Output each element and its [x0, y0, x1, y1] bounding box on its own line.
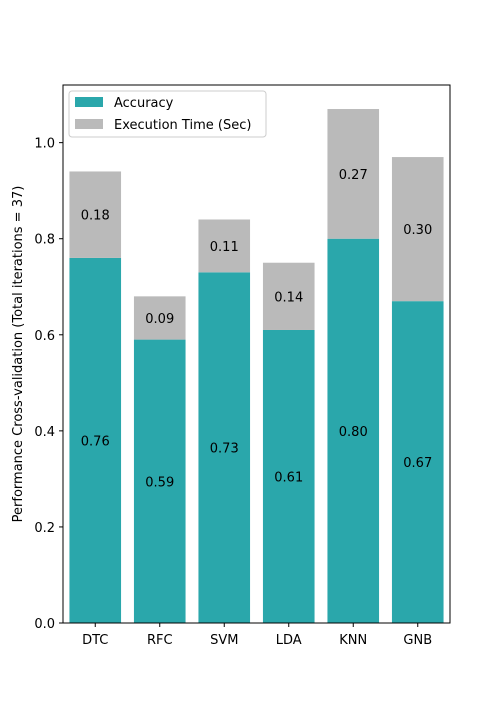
- data-labels-layer: 0.76 0.18 0.59 0.09 0.73 0.11 0.61 0.14 0.80 0.27…: [81, 168, 432, 490]
- legend-swatch-accuracy: [75, 97, 103, 107]
- bar-accuracy-svm: [198, 272, 251, 623]
- y-tick-label: 0.6: [34, 329, 55, 344]
- y-tick-label: 0.0: [34, 617, 55, 632]
- bar-accuracy-gnb: [391, 301, 444, 623]
- legend-frame: [68, 90, 267, 138]
- bar-execution-time-gnb: [391, 157, 444, 302]
- y-axis: 0.0 0.2 0.4 0.6 0.8 1.0: [34, 137, 63, 632]
- x-tick-label-knn: KNN: [339, 633, 367, 648]
- bar-execution-time-dtc: [69, 171, 122, 258]
- bar-accuracy-lda: [262, 329, 315, 623]
- y-tick-label: 0.8: [34, 233, 55, 248]
- bar-execution-time-lda: [262, 262, 315, 330]
- x-tick-label-rfc: RFC: [147, 633, 173, 648]
- data-label-execution-time-svm: 0.11: [210, 240, 239, 255]
- x-tick-label-svm: SVM: [210, 633, 238, 648]
- x-tick-label-gnb: GNB: [403, 633, 432, 648]
- bar-accuracy-dtc: [69, 257, 122, 623]
- y-tick-label: 0.2: [34, 521, 55, 536]
- data-label-accuracy-knn: 0.80: [339, 425, 368, 440]
- x-tick-label-dtc: DTC: [82, 633, 108, 648]
- bar-execution-time-knn: [327, 109, 380, 239]
- x-axis: DTC RFC SVM LDA KNN GNB: [82, 623, 432, 648]
- data-label-accuracy-rfc: 0.59: [145, 475, 174, 490]
- y-tick-label: 0.4: [34, 425, 55, 440]
- data-label-execution-time-dtc: 0.18: [81, 209, 110, 224]
- data-label-accuracy-svm: 0.73: [210, 442, 239, 457]
- bar-accuracy-rfc: [133, 339, 186, 623]
- data-label-execution-time-lda: 0.14: [274, 290, 303, 305]
- bars-layer: [69, 109, 444, 623]
- data-label-accuracy-gnb: 0.67: [403, 456, 432, 471]
- legend-label-accuracy: Accuracy: [114, 96, 174, 111]
- x-tick-label-lda: LDA: [276, 633, 302, 648]
- bar-execution-time-svm: [198, 219, 251, 273]
- legend-label-execution-time: Execution Time (Sec): [114, 118, 251, 133]
- legend-swatch-execution-time: [75, 119, 103, 129]
- data-label-accuracy-dtc: 0.76: [81, 434, 110, 449]
- bar-execution-time-rfc: [133, 296, 186, 340]
- data-label-execution-time-rfc: 0.09: [145, 312, 174, 327]
- data-label-accuracy-lda: 0.61: [274, 470, 303, 485]
- legend: Accuracy Execution Time (Sec): [68, 90, 267, 138]
- y-axis-label: Performance Cross-validation (Total iter…: [11, 186, 26, 523]
- data-label-execution-time-knn: 0.27: [339, 168, 368, 183]
- y-tick-label: 1.0: [34, 137, 55, 152]
- bar-accuracy-knn: [327, 238, 380, 623]
- plot-frame: [62, 84, 451, 624]
- data-label-execution-time-gnb: 0.30: [403, 223, 432, 238]
